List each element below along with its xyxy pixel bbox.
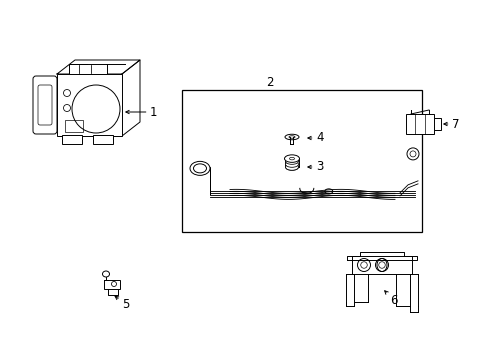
Ellipse shape: [102, 271, 109, 277]
Ellipse shape: [285, 161, 298, 167]
Ellipse shape: [285, 158, 298, 164]
Bar: [405, 114, 433, 134]
Ellipse shape: [284, 155, 299, 162]
Text: 7: 7: [443, 117, 459, 130]
FancyBboxPatch shape: [38, 85, 52, 125]
Bar: [351, 256, 411, 274]
Bar: [433, 118, 440, 130]
Ellipse shape: [285, 164, 298, 170]
Text: 6: 6: [384, 291, 397, 306]
Text: 4: 4: [307, 131, 323, 144]
Bar: [62, 135, 82, 144]
Bar: [57, 74, 122, 136]
Ellipse shape: [285, 164, 298, 170]
Bar: [69, 64, 107, 74]
Circle shape: [72, 85, 120, 133]
Bar: [182, 90, 421, 232]
Bar: [104, 280, 120, 289]
Polygon shape: [57, 60, 140, 74]
Ellipse shape: [285, 156, 298, 161]
Ellipse shape: [285, 134, 298, 140]
Text: 3: 3: [307, 161, 323, 174]
Bar: [93, 135, 113, 144]
Polygon shape: [122, 60, 140, 136]
Text: 1: 1: [125, 105, 157, 118]
FancyBboxPatch shape: [33, 76, 57, 134]
Text: 5: 5: [115, 296, 129, 310]
Bar: [65, 120, 83, 132]
Text: 2: 2: [265, 76, 273, 89]
